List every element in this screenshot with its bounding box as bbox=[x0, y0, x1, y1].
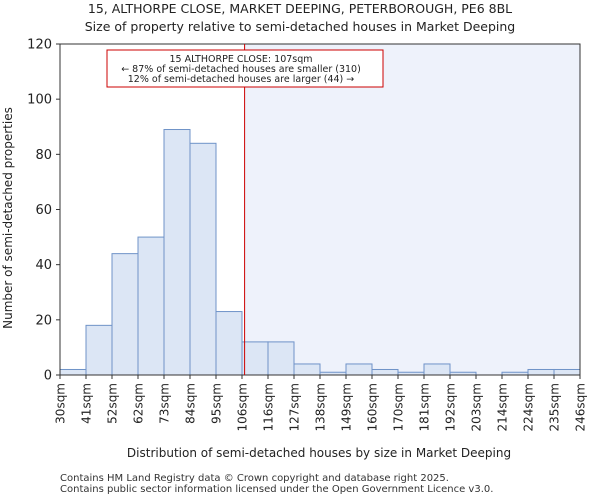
y-tick-label-0: 0 bbox=[44, 369, 52, 384]
annotation-line2: ← 87% of semi-detached houses are smalle… bbox=[121, 64, 361, 75]
annotation-box bbox=[106, 49, 384, 88]
bar-235sqm bbox=[553, 368, 581, 376]
x-tick-label-52sqm: 52sqm bbox=[106, 383, 120, 424]
plot-area: 0 20 40 60 80 100 120 30sqm 41sqm 52sqm 62sqm 73sqm… bbox=[27, 38, 587, 432]
x-tick-label-73sqm: 73sqm bbox=[158, 383, 172, 424]
x-tick-label-84sqm: 84sqm bbox=[184, 383, 198, 424]
annotation-line3: 12% of semi-detached houses are larger (… bbox=[128, 74, 355, 85]
bar-127sqm bbox=[293, 363, 321, 376]
x-tick-label-235sqm: 235sqm bbox=[548, 383, 562, 431]
bar-73sqm bbox=[163, 129, 191, 376]
y-tick-label-20: 20 bbox=[35, 313, 52, 328]
y-axis-label: Number of semi-detached properties bbox=[1, 107, 15, 329]
x-tick-label-160sqm: 160sqm bbox=[366, 383, 380, 431]
x-tick-label-224sqm: 224sqm bbox=[522, 383, 536, 431]
x-tick-label-149sqm: 149sqm bbox=[340, 383, 354, 431]
bar-84sqm bbox=[189, 142, 217, 376]
bar-149sqm bbox=[345, 363, 373, 376]
x-tick-label-203sqm: 203sqm bbox=[470, 383, 484, 431]
footer-copyright: Contains HM Land Registry data © Crown c… bbox=[60, 473, 449, 484]
x-tick-label-170sqm: 170sqm bbox=[392, 383, 406, 431]
y-tick-label-40: 40 bbox=[35, 258, 52, 273]
x-tick-label-62sqm: 62sqm bbox=[132, 383, 146, 424]
bar-41sqm bbox=[85, 324, 113, 376]
x-tick-label-116sqm: 116sqm bbox=[262, 383, 276, 431]
x-tick-label-192sqm: 192sqm bbox=[444, 383, 458, 431]
chart-title-line2: Size of property relative to semi-detach… bbox=[85, 19, 516, 34]
chart-title-line1: 15, ALTHORPE CLOSE, MARKET DEEPING, PETE… bbox=[88, 1, 512, 16]
x-tick-label-138sqm: 138sqm bbox=[314, 383, 328, 431]
bar-62sqm bbox=[137, 236, 165, 376]
y-tick-label-120: 120 bbox=[27, 38, 52, 53]
bar-30sqm bbox=[59, 368, 87, 376]
bar-224sqm bbox=[527, 368, 555, 376]
y-tick-label-100: 100 bbox=[27, 93, 52, 108]
x-tick-label-41sqm: 41sqm bbox=[80, 383, 94, 424]
x-axis-label: Distribution of semi-detached houses by … bbox=[127, 446, 511, 460]
bar-106sqm bbox=[241, 341, 269, 376]
footer-licence: Contains public sector information licen… bbox=[60, 484, 494, 495]
bar-160sqm bbox=[371, 368, 399, 376]
bar-52sqm bbox=[111, 253, 139, 376]
bar-95sqm bbox=[215, 311, 243, 376]
bar-116sqm bbox=[267, 341, 295, 376]
x-tick-label-127sqm: 127sqm bbox=[288, 383, 302, 431]
x-tick-label-30sqm: 30sqm bbox=[54, 383, 68, 424]
x-tick-label-246sqm: 246sqm bbox=[574, 383, 588, 431]
x-tick-label-214sqm: 214sqm bbox=[496, 383, 510, 431]
y-tick-label-80: 80 bbox=[35, 148, 52, 163]
annotation-line1: 15 ALTHORPE CLOSE: 107sqm bbox=[169, 54, 312, 65]
highlight-region bbox=[244, 44, 580, 375]
bar-181sqm bbox=[423, 363, 451, 376]
x-tick-label-95sqm: 95sqm bbox=[210, 383, 224, 424]
x-tick-label-181sqm: 181sqm bbox=[418, 383, 432, 431]
x-tick-label-106sqm: 106sqm bbox=[236, 383, 250, 431]
y-tick-label-60: 60 bbox=[35, 203, 52, 218]
